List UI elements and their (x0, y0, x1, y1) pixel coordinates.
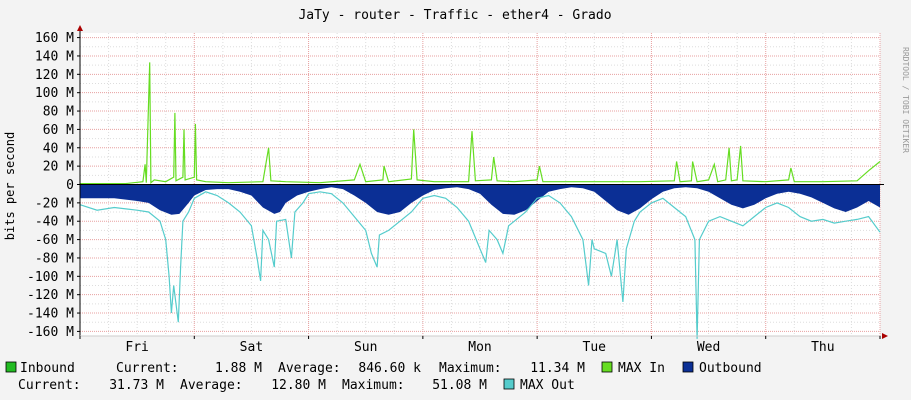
x-day-label: Tue (583, 340, 607, 355)
y-axis-arrow (77, 25, 83, 31)
x-day-label: Wed (697, 340, 720, 355)
max-in-line (80, 62, 881, 185)
y-tick-label: 60 M (43, 123, 74, 138)
y-tick-label: -100 M (27, 270, 74, 285)
inbound-average-label: Average: (278, 361, 341, 376)
rrdtool-watermark: RRDTOOL / TOBI OETIKER (901, 47, 910, 153)
y-tick-label: -80 M (35, 251, 74, 266)
x-tick-labels: Fri Sat Sun Mon Tue Wed Thu (125, 340, 834, 355)
y-tick-label: 40 M (43, 141, 74, 156)
y-tick-label: 80 M (43, 105, 74, 120)
y-tick-label: 100 M (35, 86, 74, 101)
y-axis-label: bits per second (3, 132, 17, 240)
y-tick-label: 160 M (35, 31, 74, 46)
outbound-average: 12.80 M (271, 378, 326, 393)
y-tick-label: -40 M (35, 215, 74, 230)
legend-max-out: MAX Out (503, 378, 575, 393)
axes (77, 25, 888, 339)
x-day-label: Thu (811, 340, 834, 355)
outbound-swatch (682, 361, 694, 373)
max-out-swatch (503, 378, 515, 390)
y-tick-label: -60 M (35, 233, 74, 248)
max-in-label: MAX In (618, 361, 665, 376)
x-day-label: Sun (354, 340, 377, 355)
x-day-label: Mon (468, 340, 491, 355)
legend-outbound-stats: Current: 31.73 M Average: 12.80 M Maximu… (18, 378, 487, 393)
outbound-current-label: Current: (18, 378, 81, 393)
x-day-label: Sat (240, 340, 263, 355)
x-axis-arrow (882, 333, 888, 339)
inbound-current: 1.88 M (215, 361, 262, 376)
outbound-average-label: Average: (180, 378, 243, 393)
y-tick-label: 140 M (35, 49, 74, 64)
max-out-label: MAX Out (520, 378, 575, 393)
outbound-area (80, 184, 880, 215)
inbound-label: Inbound (20, 361, 75, 376)
chart-title: JaTy - router - Traffic - ether4 - Grado (298, 8, 611, 23)
outbound-label: Outbound (699, 361, 762, 376)
x-day-label: Fri (125, 340, 148, 355)
legend-inbound: Inbound Current: 1.88 M Average: 846.60 … (5, 361, 585, 376)
y-tick-label: 20 M (43, 160, 74, 175)
inbound-maximum-label: Maximum: (439, 361, 502, 376)
y-tick-label: 0 (66, 178, 74, 193)
y-tick-label: -120 M (27, 288, 74, 303)
series-layer (79, 62, 881, 339)
inbound-average: 846.60 k (358, 361, 421, 376)
legend-max-in: MAX In (601, 361, 665, 376)
inbound-swatch (5, 361, 17, 373)
inbound-current-label: Current: (116, 361, 179, 376)
y-tick-labels: 160 M 140 M 120 M 100 M 80 M 60 M 40 M 20 M 0 -20… (27, 31, 74, 340)
outbound-maximum-label: Maximum: (342, 378, 405, 393)
outbound-current: 31.73 M (109, 378, 164, 393)
outbound-maximum: 51.08 M (432, 378, 487, 393)
legend-outbound: Outbound (682, 361, 762, 376)
y-tick-label: -160 M (27, 325, 74, 340)
inbound-maximum: 11.34 M (530, 361, 585, 376)
y-tick-label: -20 M (35, 196, 74, 211)
y-tick-label: 120 M (35, 68, 74, 83)
max-in-swatch (601, 361, 613, 373)
y-tick-label: -140 M (27, 307, 74, 322)
max-out-line (79, 191, 881, 339)
grid-lines (79, 33, 881, 336)
